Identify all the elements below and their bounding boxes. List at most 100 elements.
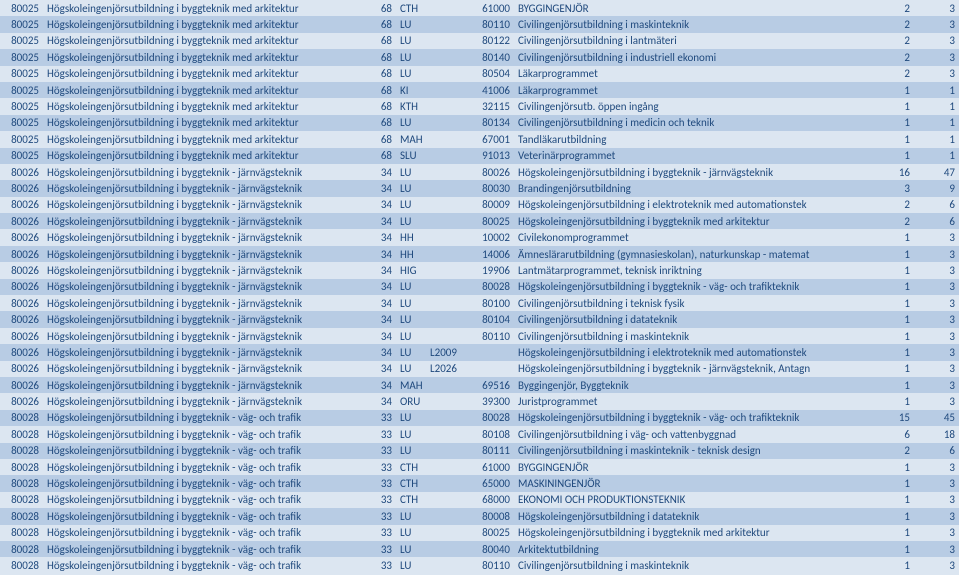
code1-cell: 80026 [0, 279, 43, 295]
code2-cell: 39300 [472, 393, 514, 409]
program2-cell: Högskoleingenjörsutbildning i byggteknik… [514, 361, 869, 377]
code2-cell: 67001 [472, 131, 514, 147]
institution-cell: CTH [396, 492, 430, 508]
code2-cell: 14006 [472, 246, 514, 262]
table-row: 80025Högskoleingenjörsutbildning i byggt… [0, 82, 959, 98]
count-cell: 33 [376, 410, 396, 426]
code1-cell: 80028 [0, 443, 43, 459]
count-cell: 34 [376, 361, 396, 377]
code1-cell: 80026 [0, 295, 43, 311]
institution-cell: LU [396, 180, 430, 196]
count-cell: 68 [376, 148, 396, 164]
year-cell [430, 328, 472, 344]
program1-cell: Högskoleingenjörsutbildning i byggteknik… [43, 377, 376, 393]
value1-cell: 1 [869, 229, 914, 245]
year-cell [430, 164, 472, 180]
value1-cell: 1 [869, 148, 914, 164]
value1-cell: 1 [869, 328, 914, 344]
code1-cell: 80025 [0, 16, 43, 32]
code1-cell: 80025 [0, 0, 43, 16]
table-row: 80028Högskoleingenjörsutbildning i byggt… [0, 541, 959, 557]
institution-cell: LU [396, 328, 430, 344]
count-cell: 68 [376, 16, 396, 32]
program1-cell: Högskoleingenjörsutbildning i byggteknik… [43, 541, 376, 557]
program1-cell: Högskoleingenjörsutbildning i byggteknik… [43, 311, 376, 327]
code2-cell: 68000 [472, 492, 514, 508]
value1-cell: 1 [869, 295, 914, 311]
value2-cell: 3 [914, 492, 959, 508]
code1-cell: 80026 [0, 393, 43, 409]
program2-cell: Läkarprogrammet [514, 66, 869, 82]
code1-cell: 80026 [0, 328, 43, 344]
code1-cell: 80025 [0, 66, 43, 82]
table-row: 80025Högskoleingenjörsutbildning i byggt… [0, 98, 959, 114]
table-row: 80026Högskoleingenjörsutbildning i byggt… [0, 262, 959, 278]
value2-cell: 18 [914, 426, 959, 442]
value2-cell: 3 [914, 295, 959, 311]
program1-cell: Högskoleingenjörsutbildning i byggteknik… [43, 459, 376, 475]
program1-cell: Högskoleingenjörsutbildning i byggteknik… [43, 164, 376, 180]
count-cell: 34 [376, 393, 396, 409]
program2-cell: Brandingenjörsutbildning [514, 180, 869, 196]
code1-cell: 80025 [0, 148, 43, 164]
count-cell: 33 [376, 525, 396, 541]
program2-cell: Juristprogrammet [514, 393, 869, 409]
table-row: 80026Högskoleingenjörsutbildning i byggt… [0, 180, 959, 196]
program2-cell: BYGGINGENJÖR [514, 0, 869, 16]
value2-cell: 3 [914, 246, 959, 262]
code2-cell: 80104 [472, 311, 514, 327]
program1-cell: Högskoleingenjörsutbildning i byggteknik… [43, 525, 376, 541]
code1-cell: 80026 [0, 311, 43, 327]
institution-cell: LU [396, 443, 430, 459]
value2-cell: 1 [914, 148, 959, 164]
institution-cell: HH [396, 246, 430, 262]
year-cell [430, 246, 472, 262]
value2-cell: 3 [914, 344, 959, 360]
program2-cell: Civilingenjörsutbildning i medicin och t… [514, 115, 869, 131]
value1-cell: 15 [869, 410, 914, 426]
program1-cell: Högskoleingenjörsutbildning i byggteknik… [43, 443, 376, 459]
code1-cell: 80026 [0, 262, 43, 278]
count-cell: 68 [376, 98, 396, 114]
value1-cell: 1 [869, 508, 914, 524]
value2-cell: 3 [914, 377, 959, 393]
year-cell [430, 475, 472, 491]
value2-cell: 3 [914, 541, 959, 557]
institution-cell: SLU [396, 148, 430, 164]
value1-cell: 2 [869, 66, 914, 82]
program1-cell: Högskoleingenjörsutbildning i byggteknik… [43, 328, 376, 344]
count-cell: 33 [376, 541, 396, 557]
year-cell [430, 229, 472, 245]
program2-cell: Arkitektutbildning [514, 541, 869, 557]
count-cell: 34 [376, 229, 396, 245]
program2-cell: EKONOMI OCH PRODUKTIONSTEKNIK [514, 492, 869, 508]
program2-cell: Civilingenjörsutbildning i lantmäteri [514, 33, 869, 49]
value2-cell: 1 [914, 82, 959, 98]
institution-cell: LU [396, 361, 430, 377]
institution-cell: LU [396, 115, 430, 131]
table-row: 80025Högskoleingenjörsutbildning i byggt… [0, 148, 959, 164]
code2-cell: 61000 [472, 459, 514, 475]
count-cell: 34 [376, 180, 396, 196]
count-cell: 33 [376, 426, 396, 442]
program2-cell: Civilingenjörsutbildning i maskinteknik [514, 557, 869, 573]
value1-cell: 1 [869, 361, 914, 377]
code2-cell: 80100 [472, 295, 514, 311]
table-row: 80028Högskoleingenjörsutbildning i byggt… [0, 443, 959, 459]
institution-cell: LU [396, 197, 430, 213]
value1-cell: 2 [869, 443, 914, 459]
code2-cell: 80025 [472, 525, 514, 541]
program2-cell: Civilingenjörsutbildning i maskinteknik [514, 328, 869, 344]
program2-cell: Veterinärprogrammet [514, 148, 869, 164]
count-cell: 34 [376, 246, 396, 262]
code2-cell: 80134 [472, 115, 514, 131]
value2-cell: 6 [914, 213, 959, 229]
table-row: 80025Högskoleingenjörsutbildning i byggt… [0, 49, 959, 65]
value2-cell: 3 [914, 16, 959, 32]
program1-cell: Högskoleingenjörsutbildning i byggteknik… [43, 246, 376, 262]
value1-cell: 1 [869, 475, 914, 491]
code2-cell: 80110 [472, 557, 514, 573]
count-cell: 68 [376, 49, 396, 65]
table-row: 80028Högskoleingenjörsutbildning i byggt… [0, 525, 959, 541]
year-cell [430, 82, 472, 98]
